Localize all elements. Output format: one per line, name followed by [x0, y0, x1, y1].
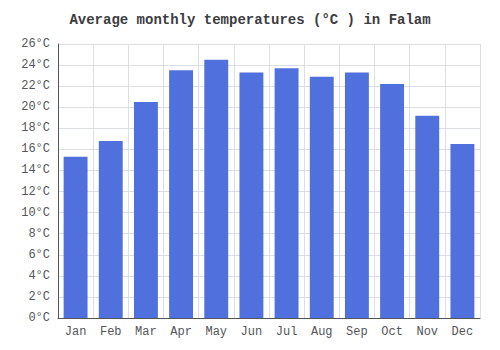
svg-text:20°C: 20°C	[21, 100, 50, 114]
svg-text:26°C: 26°C	[21, 37, 50, 51]
svg-text:4°C: 4°C	[28, 269, 50, 283]
svg-text:24°C: 24°C	[21, 58, 50, 72]
svg-text:12°C: 12°C	[21, 185, 50, 199]
svg-text:Aug: Aug	[311, 325, 333, 339]
svg-text:0°C: 0°C	[28, 311, 50, 325]
svg-text:8°C: 8°C	[28, 227, 50, 241]
svg-text:Jan: Jan	[65, 325, 87, 339]
svg-text:Jun: Jun	[241, 325, 263, 339]
svg-text:Jul: Jul	[276, 325, 298, 339]
svg-text:22°C: 22°C	[21, 79, 50, 93]
svg-text:14°C: 14°C	[21, 163, 50, 177]
svg-text:18°C: 18°C	[21, 121, 50, 135]
svg-text:10°C: 10°C	[21, 206, 50, 220]
svg-text:Mar: Mar	[135, 325, 157, 339]
svg-text:Average monthly temperatures (: Average monthly temperatures (°C ) in Fa…	[69, 12, 430, 28]
svg-text:16°C: 16°C	[21, 142, 50, 156]
svg-text:Dec: Dec	[452, 325, 474, 339]
svg-text:6°C: 6°C	[28, 248, 50, 262]
svg-text:2°C: 2°C	[28, 290, 50, 304]
svg-text:Nov: Nov	[416, 325, 438, 339]
svg-text:Sep: Sep	[346, 325, 368, 339]
svg-text:May: May	[205, 325, 227, 339]
svg-text:Oct: Oct	[381, 325, 403, 339]
svg-text:Feb: Feb	[100, 325, 122, 339]
svg-text:Apr: Apr	[170, 325, 192, 339]
